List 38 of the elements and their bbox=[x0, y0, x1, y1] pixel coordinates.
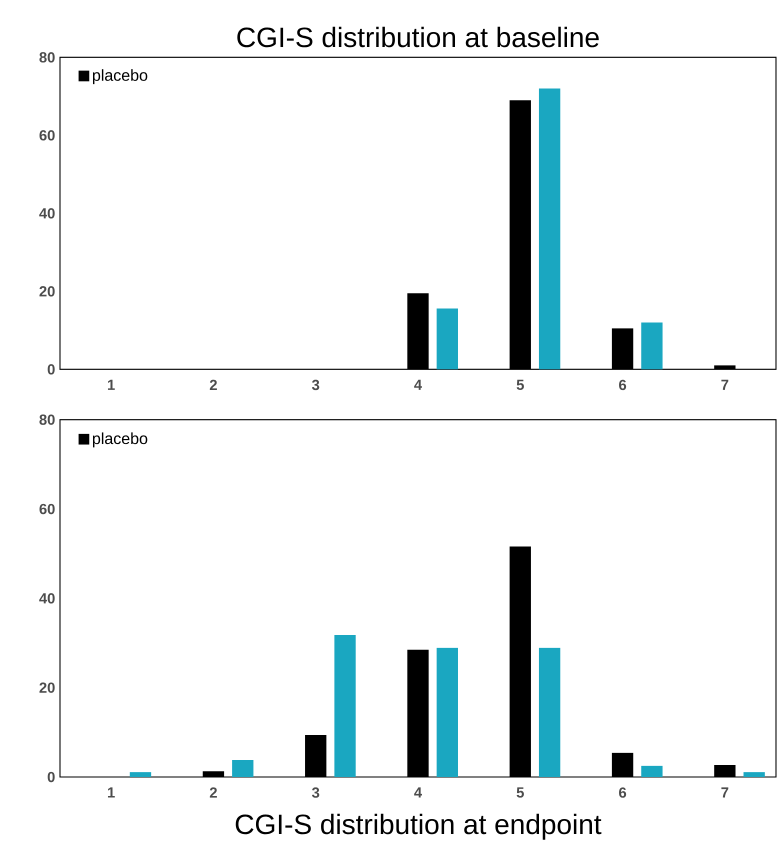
bar bbox=[538, 648, 560, 777]
y-tick-label: 60 bbox=[40, 504, 55, 514]
bar bbox=[436, 648, 458, 777]
x-tick-label: 4 bbox=[414, 380, 422, 390]
y-tick-label: 0 bbox=[48, 364, 55, 375]
bar bbox=[232, 760, 254, 777]
bar bbox=[436, 308, 458, 370]
bar bbox=[744, 772, 765, 777]
y-tick-label: 80 bbox=[39, 52, 55, 63]
bar bbox=[641, 766, 663, 777]
x-tick-label: 3 bbox=[312, 380, 320, 390]
text: CGI-S distribution at endpoint bbox=[236, 814, 602, 840]
x-tick-label: 5 bbox=[516, 380, 524, 390]
y-tick-label: 20 bbox=[39, 286, 55, 297]
chart-title: CGI-S distribution at baseline bbox=[237, 26, 599, 48]
x-tick-label: 7 bbox=[721, 787, 728, 798]
y-tick-label: 40 bbox=[39, 208, 55, 219]
x-tick-label: 4 bbox=[414, 787, 422, 798]
legend-label: placebo bbox=[92, 432, 148, 448]
x-tick-label: 6 bbox=[619, 787, 626, 798]
legend-label: placebo bbox=[92, 69, 148, 84]
y-tick-label: 60 bbox=[40, 130, 55, 141]
bar bbox=[334, 634, 356, 777]
y-tick-label: 80 bbox=[39, 414, 55, 425]
y-tick-label: 40 bbox=[39, 593, 55, 604]
x-tick-label: 7 bbox=[721, 380, 728, 390]
x-tick-label: 5 bbox=[516, 787, 524, 798]
x-tick-label: 1 bbox=[108, 380, 115, 390]
x-tick-label: 3 bbox=[312, 787, 320, 798]
x-tick-label: 2 bbox=[210, 380, 217, 390]
x-tick-label: 1 bbox=[108, 787, 115, 798]
y-tick-label: 20 bbox=[39, 682, 55, 693]
y-tick-label: 0 bbox=[48, 772, 55, 782]
bar bbox=[130, 772, 152, 777]
x-tick-label: 2 bbox=[210, 787, 217, 798]
bar bbox=[538, 88, 560, 370]
x-tick-label: 6 bbox=[619, 380, 626, 390]
bar bbox=[641, 322, 663, 370]
